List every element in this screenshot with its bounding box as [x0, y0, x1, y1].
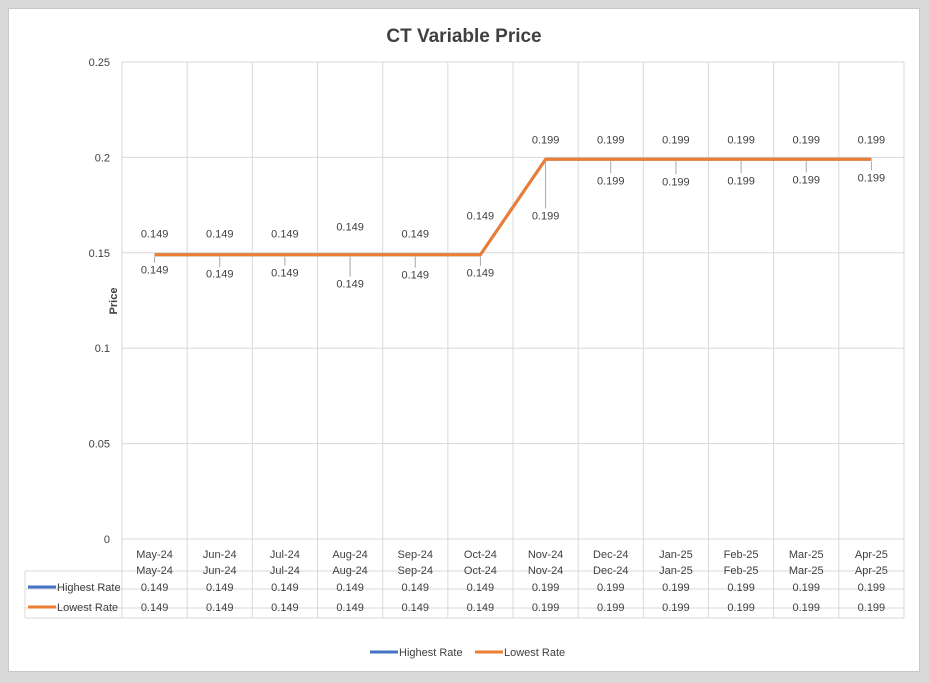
data-label: 0.199 [597, 134, 625, 146]
data-label: 0.149 [467, 268, 495, 280]
data-label: 0.149 [141, 229, 169, 241]
data-label: 0.199 [858, 134, 886, 146]
table-cell: 0.149 [271, 602, 299, 614]
data-label: 0.149 [206, 229, 234, 241]
chart-frame: CT Variable Price Price 0 0.05 0.1 0.15 0.2 0… [8, 8, 920, 672]
y-tick-label: 0.2 [95, 152, 110, 164]
table-cell: 0.199 [532, 582, 560, 594]
data-table: May-24 May-24 Jun-24 Jun-24 Jul-24 Jul-24 Aug-… [24, 538, 904, 619]
data-label: 0.149 [206, 269, 234, 281]
x-tick-label: Jun-24 [203, 549, 237, 561]
table-header-cell: Feb-25 [724, 565, 759, 577]
legend: Highest Rate Lowest Rate [370, 647, 565, 659]
data-label: 0.199 [662, 176, 690, 188]
data-label: 0.149 [401, 229, 429, 241]
table-header-cell: Jan-25 [659, 565, 693, 577]
table-cell: 0.199 [597, 602, 625, 614]
table-header-cell: Sep-24 [398, 565, 433, 577]
table-header-cell: May-24 [136, 565, 173, 577]
table-cell: 0.149 [206, 582, 234, 594]
table-header-cell: Jun-24 [203, 565, 237, 577]
table-cell: 0.199 [662, 582, 690, 594]
table-cell: 0.149 [336, 602, 364, 614]
data-label: 0.149 [271, 229, 299, 241]
series-line-lowest-rate [154, 157, 872, 257]
data-label: 0.149 [336, 222, 364, 234]
table-cell: 0.199 [597, 582, 625, 594]
table-cell: 0.149 [401, 602, 429, 614]
y-tick-label: 0.1 [95, 343, 110, 355]
table-cell: 0.199 [532, 602, 560, 614]
table-header-cell: Oct-24 [464, 565, 497, 577]
table-cell: 0.149 [467, 582, 495, 594]
data-label: 0.199 [532, 134, 560, 146]
x-tick-label: Apr-25 [855, 549, 888, 561]
legend-label: Lowest Rate [504, 647, 565, 659]
table-cell: 0.149 [141, 582, 169, 594]
table-cell: 0.149 [401, 582, 429, 594]
data-label: 0.199 [727, 134, 755, 146]
table-cell: 0.199 [858, 582, 886, 594]
y-axis-label: Price [108, 288, 120, 315]
legend-label: Highest Rate [399, 647, 463, 659]
table-cell: 0.149 [206, 602, 234, 614]
table-cell: 0.199 [662, 602, 690, 614]
data-label: 0.199 [532, 210, 560, 222]
y-tick-label: 0.25 [89, 57, 110, 69]
data-label: 0.149 [336, 279, 364, 291]
y-tick-label: 0.15 [89, 248, 110, 260]
x-tick-label: Jan-25 [659, 549, 693, 561]
table-header-cell: Jul-24 [270, 565, 300, 577]
data-label-layer: 0.149 0.149 0.149 0.149 0.149 0.149 0.199 0.199… [141, 134, 885, 290]
y-tick-label: 0 [104, 534, 110, 546]
y-tick-label: 0.05 [89, 439, 110, 451]
table-cell: 0.149 [271, 582, 299, 594]
series-layer [154, 157, 872, 257]
data-label: 0.199 [662, 134, 690, 146]
table-row-label: Highest Rate [57, 582, 121, 594]
data-label: 0.149 [271, 268, 299, 280]
table-cell: 0.149 [336, 582, 364, 594]
table-header-cell: Apr-25 [855, 565, 888, 577]
x-tick-label: Oct-24 [464, 549, 497, 561]
table-cell: 0.199 [727, 602, 755, 614]
table-header-cell: Nov-24 [528, 565, 563, 577]
x-tick-label: Nov-24 [528, 549, 563, 561]
table-row-label: Lowest Rate [57, 602, 118, 614]
x-tick-label: Aug-24 [332, 549, 367, 561]
data-label: 0.199 [858, 172, 886, 184]
data-label: 0.149 [141, 265, 169, 277]
table-header-cell: Dec-24 [593, 565, 628, 577]
grid-layer [121, 61, 905, 618]
table-cell: 0.149 [467, 602, 495, 614]
x-tick-label: Feb-25 [724, 549, 759, 561]
data-label: 0.199 [792, 174, 820, 186]
chart-title: CT Variable Price [386, 26, 541, 47]
data-label: 0.199 [597, 175, 625, 187]
x-tick-label: Mar-25 [789, 549, 824, 561]
table-cell: 0.199 [792, 582, 820, 594]
chart-svg: CT Variable Price Price 00.050.10.150.20… [24, 26, 905, 659]
y-tick-layer: 0 0.05 0.1 0.15 0.2 0.25 [89, 57, 110, 546]
table-cell: 0.149 [141, 602, 169, 614]
x-tick-label: Jul-24 [270, 549, 300, 561]
table-header-cell: Mar-25 [789, 565, 824, 577]
data-label: 0.199 [792, 134, 820, 146]
x-tick-label: Sep-24 [398, 549, 433, 561]
table-header-cell: Aug-24 [332, 565, 367, 577]
x-tick-label: May-24 [136, 549, 173, 561]
table-cell: 0.199 [858, 602, 886, 614]
table-cell: 0.199 [792, 602, 820, 614]
x-tick-label: Dec-24 [593, 549, 628, 561]
data-label: 0.149 [467, 211, 495, 223]
table-cell: 0.199 [727, 582, 755, 594]
data-label: 0.149 [401, 270, 429, 282]
data-label: 0.199 [727, 175, 755, 187]
